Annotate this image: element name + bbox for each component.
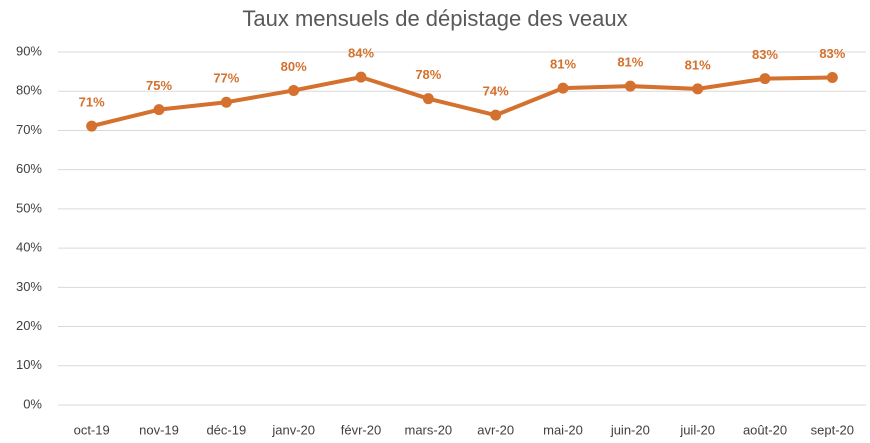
data-point bbox=[422, 93, 434, 105]
x-tick-label: sept-20 bbox=[811, 422, 854, 437]
x-tick-label: déc-19 bbox=[206, 422, 246, 437]
data-point bbox=[288, 84, 300, 96]
data-point bbox=[153, 104, 165, 116]
data-label: 81% bbox=[550, 57, 576, 72]
y-tick-label: 10% bbox=[16, 357, 42, 372]
y-tick-label: 50% bbox=[16, 200, 42, 215]
data-label: 81% bbox=[685, 57, 711, 72]
x-tick-label: févr-20 bbox=[341, 422, 381, 437]
y-tick-label: 80% bbox=[16, 83, 42, 98]
y-tick-label: 90% bbox=[16, 43, 42, 58]
data-label: 83% bbox=[752, 47, 778, 62]
data-label: 78% bbox=[415, 67, 441, 82]
x-tick-label: avr-20 bbox=[477, 422, 514, 437]
data-label: 75% bbox=[146, 78, 172, 93]
x-tick-label: janv-20 bbox=[271, 422, 315, 437]
data-label: 84% bbox=[348, 46, 374, 61]
data-label: 83% bbox=[819, 46, 845, 61]
x-tick-label: août-20 bbox=[743, 422, 787, 437]
data-point bbox=[624, 80, 636, 92]
data-point bbox=[557, 82, 569, 94]
y-tick-label: 40% bbox=[16, 240, 42, 255]
y-tick-label: 30% bbox=[16, 279, 42, 294]
data-point bbox=[355, 71, 367, 83]
data-point bbox=[86, 120, 98, 132]
x-tick-label: mars-20 bbox=[404, 422, 452, 437]
data-point bbox=[692, 83, 704, 95]
x-tick-label: oct-19 bbox=[74, 422, 110, 437]
data-label: 77% bbox=[213, 71, 239, 86]
data-point bbox=[826, 71, 838, 83]
data-point bbox=[490, 109, 502, 121]
x-tick-label: nov-19 bbox=[139, 422, 179, 437]
data-label: 74% bbox=[483, 84, 509, 99]
x-tick-label: mai-20 bbox=[543, 422, 583, 437]
line-series bbox=[91, 75, 833, 129]
x-tick-label: juil-20 bbox=[679, 422, 715, 437]
y-tick-label: 60% bbox=[16, 161, 42, 176]
data-label: 80% bbox=[281, 59, 307, 74]
data-label: 71% bbox=[79, 95, 105, 110]
data-label: 81% bbox=[617, 55, 643, 70]
y-tick-label: 20% bbox=[16, 318, 42, 333]
y-tick-label: 0% bbox=[23, 396, 42, 411]
data-point bbox=[220, 96, 232, 108]
y-tick-label: 70% bbox=[16, 122, 42, 137]
chart-title: Taux mensuels de dépistage des veaux bbox=[242, 6, 627, 31]
data-point bbox=[759, 73, 771, 85]
x-tick-label: juin-20 bbox=[610, 422, 650, 437]
